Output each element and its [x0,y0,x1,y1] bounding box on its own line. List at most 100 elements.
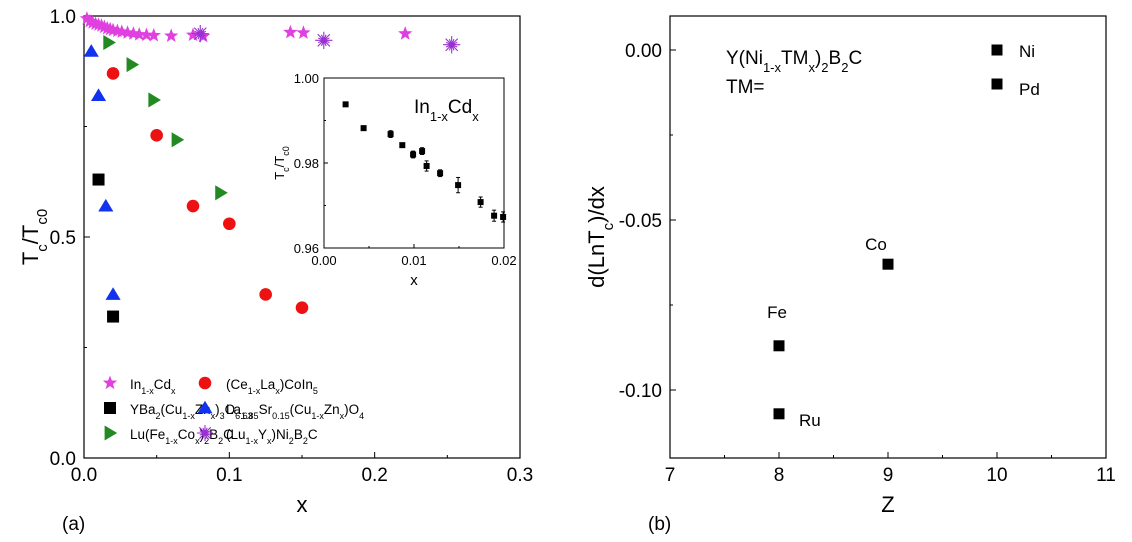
inset-frame [323,77,505,249]
legend-a: In1-xCdx(Ce1-xLax)CoIn5YBa2(Cu1-xZnx)3O6… [102,375,364,446]
data-point-pd [991,78,1003,90]
inset-title: In1-xCdx [414,97,479,124]
panel-label-b: (b) [648,514,671,535]
inset-data-point [387,131,394,138]
data-point-in [196,28,211,43]
x-tick-label: 10 [986,465,1007,486]
x-tick-label: 0.2 [361,465,387,486]
data-point-ybco [107,310,120,323]
inset-data-point [410,151,417,158]
inset-data-point [437,170,444,177]
legend-marker-lufe [104,425,118,441]
inset-y-tick-label: 1.00 [294,71,319,86]
inset-data-point [477,199,484,206]
point-label-ru: Ru [799,411,821,430]
data-point-in [185,27,201,42]
point-label-pd: Pd [1019,80,1040,99]
data-point-lufe [148,92,161,108]
data-point-in [146,27,161,42]
inset-x-tick-label: 0.02 [491,253,516,268]
x-tick-label: 9 [883,465,894,486]
y-tick-label: -0.05 [619,211,662,232]
data-point-ni [991,44,1003,56]
inset-data-point [491,212,498,219]
x-tick-label: 0.0 [71,465,97,486]
inset-x-axis-label: x [410,272,418,289]
point-label-ni: Ni [1019,42,1035,61]
data-point-ce [223,217,236,231]
point-label-fe: Fe [767,303,787,322]
data-point-fe [773,340,785,352]
panel-b-chart: 7 8 9 10 11 0.00 -0.05 -0.10 Zd(LnTc)/dx (b) Y(Ni1… [584,15,1116,535]
legend-label-in: In1-xCdx [130,377,176,396]
inset-data-point [342,101,349,108]
legend-label-lufe: Lu(Fe1-xCox)2B2C [130,427,233,446]
data-point-luy [191,25,209,43]
panel-label-a: (a) [62,514,85,535]
legend-marker-luy [196,424,214,442]
y-tick-label: 0.0 [50,449,76,470]
data-point-lufe [103,34,116,51]
panel-a-chart: 0.00 0.01 0.020.960.981.00xTc/Tc0In1-xCdx … [18,7,533,535]
data-point-lufe [126,57,140,73]
data-point-lufe [215,185,228,201]
x-tick-label: 8 [774,465,785,486]
x-tick-label: 11 [1096,465,1116,486]
inset-data-point [360,125,367,132]
x-axis-label: x [297,492,308,517]
legend-marker-lsco [197,400,213,414]
data-point-in [283,24,298,39]
data-point-lsco [105,287,121,300]
data-point-in [139,27,154,42]
data-point-in [132,27,147,41]
data-point-in [296,25,311,39]
y-axis-label: Tc/Tc0 [18,209,51,265]
series-ce [106,67,309,315]
data-point-lufe [171,132,185,148]
y-axis-label: d(LnTc)/dx [584,186,617,288]
data-point-ce [106,67,120,80]
y-tick-label: -0.10 [619,381,662,402]
inset-y-tick-label: 0.96 [294,241,319,256]
legend-marker-ce [198,376,212,390]
y-tick-label: 1.0 [50,7,76,28]
inset-y-tick-label: 0.98 [294,156,319,171]
series-luy [191,25,461,54]
legend-label-luy: (Lu1-xYx)Ni2B2C [226,427,318,446]
x-tick-label: 0.1 [216,465,242,486]
y-tick-label: 0.5 [50,228,76,249]
data-point-ce [150,129,163,142]
inset-y-axis-label: Tc/Tc0 [272,146,291,180]
legend-marker-in [102,375,118,390]
data-point-ybco [92,173,105,186]
data-point-lsco [90,88,107,101]
tm-annotation: TM= [726,77,765,98]
legend-label-ce: (Ce1-xLax)CoIn5 [226,377,318,396]
series-ybco [92,173,120,323]
point-label-co: Co [865,235,887,254]
legend-marker-ybco [104,402,116,414]
data-point-in [164,28,179,42]
inset-data-point [419,148,426,155]
inset-x-tick-label: 0.00 [311,253,336,268]
inset-data-point [500,213,507,220]
series-points-b: Ni Pd Co Fe Ru [767,42,1040,430]
inset-chart: 0.00 0.01 0.02 0.96 0.98 1.00 x Tc/Tc0 In1-xCdx [272,71,517,289]
x-tick-label: 7 [665,465,676,486]
compound-annotation: Y(Ni1-xTMx)2B2C [726,48,862,75]
data-point-in [398,26,413,40]
data-point-lsco [83,44,99,57]
x-axis-label: Z [881,492,894,517]
data-point-in [79,11,95,25]
series-in [79,11,413,43]
data-point-ce [295,301,309,315]
inset-data-point [423,162,430,169]
data-point-luy [315,31,333,49]
data-point-ru [773,408,785,420]
x-tick-label: 0.3 [507,465,533,486]
y-tick-label: 0.00 [625,41,662,62]
data-point-ce [186,199,200,213]
series-lsco [83,44,121,300]
data-point-luy [443,36,461,54]
inset-x-tick-label: 0.01 [401,253,426,268]
